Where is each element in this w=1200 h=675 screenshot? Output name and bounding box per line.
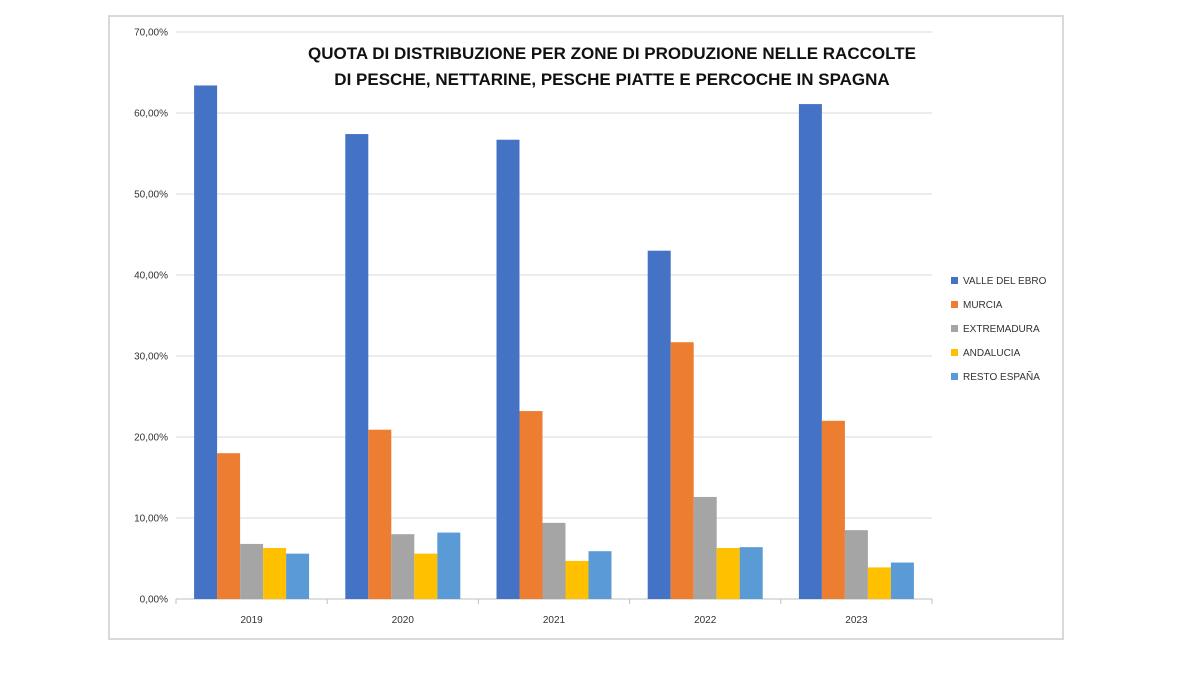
bar-2019-murcia [217,453,241,599]
bar-2022-murcia [670,342,694,599]
grid-layer [176,31,932,600]
bar-2023-resto-espa-a [890,562,914,599]
bar-2020-resto-espa-a [437,532,461,599]
chart-svg: 0,00% 10,00% 20,00% 30,00% 40,00% 50,00% 60,00… [134,28,1047,627]
bar-2023-andalucia [867,567,891,599]
bar-2019-andalucia [263,547,287,599]
chart-title-line-2: DI PESCHE, NETTARINE, PESCHE PIATTE E PE… [334,70,889,89]
y-tick-label: 30,00% [134,352,168,363]
bar-2021-resto-espa-a [588,551,612,599]
bar-2022-valle-del-ebro [647,250,671,599]
legend-swatch [951,373,958,380]
bar-2023-murcia [821,420,845,599]
bar-layer [194,85,914,599]
legend-swatch [951,301,958,308]
legend-label: EXTREMADURA [963,324,1040,335]
bar-2022-extremadura [693,496,717,599]
legend-swatch [951,349,958,356]
x-tick-label-2019: 2019 [240,615,263,626]
bar-2019-valle-del-ebro [194,85,218,599]
legend-swatch [951,325,958,332]
bar-2020-extremadura [391,534,415,599]
x-tick-label-2022: 2022 [694,615,717,626]
y-tick-label: 70,00% [134,28,168,39]
y-tick-label: 50,00% [134,190,168,201]
bar-2021-extremadura [542,522,566,599]
bar-2023-extremadura [844,530,868,599]
bar-2022-resto-espa-a [739,547,763,599]
legend-label: RESTO ESPAÑA [963,370,1040,383]
legend-swatch [951,277,958,284]
chart-title-line-1: QUOTA DI DISTRIBUZIONE PER ZONE DI PRODU… [308,44,916,63]
x-tick-label-2023: 2023 [845,615,868,626]
y-tick-label: 10,00% [134,514,168,525]
bar-2023-valle-del-ebro [798,104,822,599]
x-tick-label-2020: 2020 [392,615,415,626]
x-tick-label-2021: 2021 [543,615,566,626]
bar-2020-murcia [368,429,392,599]
legend-label: MURCIA [963,300,1003,311]
legend-label: VALLE DEL EBRO [963,276,1047,287]
bar-2021-murcia [519,411,543,599]
chart-frame: 0,00% 10,00% 20,00% 30,00% 40,00% 50,00% 60,00… [108,15,1064,640]
y-tick-label: 60,00% [134,109,168,120]
bar-2019-resto-espa-a [286,553,310,599]
chart-title: QUOTA DI DISTRIBUZIONE PER ZONE DI PRODU… [308,44,916,89]
y-tick-label: 40,00% [134,271,168,282]
bar-2020-andalucia [414,553,438,599]
legend: VALLE DEL EBRO MURCIA EXTREMADURA ANDALUCIA… [951,276,1047,383]
legend-label: ANDALUCIA [963,348,1021,359]
y-tick-label: 0,00% [140,595,168,606]
y-tick-label: 20,00% [134,433,168,444]
bar-2022-andalucia [716,547,740,599]
bar-2021-valle-del-ebro [496,139,520,599]
bar-2019-extremadura [240,543,264,599]
bar-2021-andalucia [565,560,589,599]
bar-2020-valle-del-ebro [345,134,369,599]
